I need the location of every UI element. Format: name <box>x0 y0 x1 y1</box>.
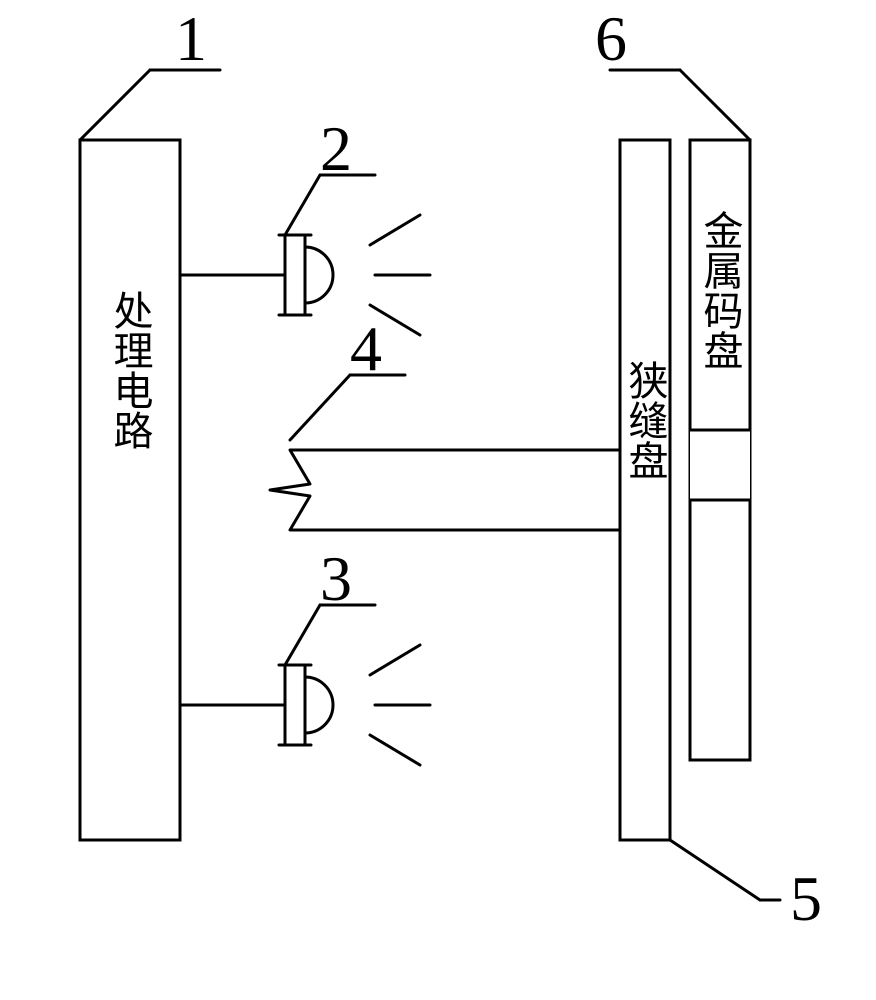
label-slit_disk: 狭缝盘 <box>623 360 668 480</box>
label-num3: 3 <box>320 543 352 614</box>
label-num4: 4 <box>350 313 382 384</box>
label-num5: 5 <box>790 863 822 934</box>
label-metal_disk: 金属码盘 <box>698 210 743 370</box>
label-num6: 6 <box>595 3 627 74</box>
label-circuit: 处理电路 <box>108 290 153 450</box>
label-num2: 2 <box>320 113 352 184</box>
label-num1: 1 <box>175 3 207 74</box>
